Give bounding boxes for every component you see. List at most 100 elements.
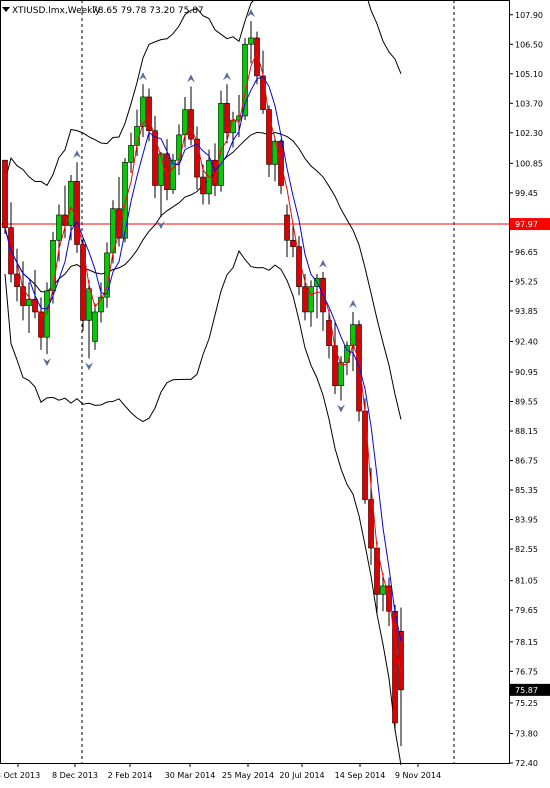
- candle: [182, 96, 188, 148]
- candle: [308, 280, 314, 327]
- candle-body: [248, 37, 254, 45]
- price-tick-label: 103.70: [515, 99, 543, 108]
- fractal-up-arrow: [73, 150, 81, 159]
- candle-body: [86, 288, 92, 321]
- price-tick-label: 105.10: [515, 70, 543, 79]
- candle-body: [218, 102, 224, 186]
- candle-body: [380, 585, 386, 595]
- candle-body: [326, 320, 332, 346]
- candle-body: [56, 214, 62, 241]
- candle-body: [350, 324, 356, 346]
- fractal-up-arrow: [319, 259, 327, 268]
- price-tick-label: 76.75: [515, 667, 538, 676]
- candle-body: [284, 214, 290, 241]
- candle: [272, 139, 278, 182]
- candle: [2, 159, 8, 234]
- candle-body: [254, 37, 260, 77]
- candle: [56, 204, 62, 262]
- time-tick-label: 30 Mar 2014: [165, 771, 216, 780]
- price-tick-label: 72.40: [515, 759, 538, 768]
- candle-body: [98, 296, 104, 313]
- price-tick-label: 86.75: [515, 457, 538, 466]
- candle-body: [92, 311, 98, 342]
- chart-frame: [0, 0, 510, 764]
- chart-ohlc: 78.65 79.78 73.20 75.87: [92, 6, 204, 16]
- candle-body: [68, 180, 74, 226]
- candle: [98, 282, 104, 323]
- candle-body: [188, 109, 194, 140]
- candle-body: [362, 410, 368, 500]
- candle: [26, 282, 32, 334]
- candle: [164, 139, 170, 201]
- price-tick-label: 82.55: [515, 545, 538, 554]
- hline-price-label: 97.97: [510, 218, 550, 231]
- candle: [80, 238, 86, 331]
- candle-body: [338, 362, 344, 387]
- candle-body: [80, 244, 86, 321]
- candle: [134, 109, 140, 156]
- candle: [320, 271, 326, 331]
- candle: [62, 185, 68, 239]
- price-tick-label: 75.25: [515, 699, 538, 708]
- candle-body: [116, 208, 122, 239]
- candle-body: [224, 102, 230, 134]
- candle-body: [158, 153, 164, 186]
- moving-average-slow: [4, 76, 402, 642]
- candle-body: [182, 109, 188, 136]
- candle-body: [290, 239, 296, 247]
- candle-body: [140, 96, 146, 127]
- current-price-bg: [510, 683, 550, 696]
- candle-body: [212, 159, 218, 186]
- candle-body: [344, 345, 350, 363]
- price-tick-label: 99.45: [515, 189, 538, 198]
- candle: [158, 151, 164, 218]
- candle: [86, 280, 92, 359]
- candle-body: [26, 298, 32, 306]
- candle: [116, 177, 122, 247]
- candle: [230, 111, 236, 148]
- candle: [386, 577, 392, 626]
- current-price-text: 75.87: [515, 686, 538, 695]
- candle: [380, 573, 386, 612]
- hline-label-text: 97.97: [515, 220, 538, 229]
- price-tick-label: 89.55: [515, 398, 538, 407]
- candle-body: [200, 176, 206, 195]
- candle: [170, 153, 176, 194]
- candle: [314, 274, 320, 319]
- candle: [350, 311, 356, 371]
- time-tick-label: 2 Feb 2014: [108, 771, 153, 780]
- candle: [140, 84, 146, 138]
- price-tick-label: 100.85: [515, 159, 543, 168]
- candle: [224, 84, 230, 144]
- candle: [398, 607, 404, 747]
- candle: [326, 309, 332, 359]
- candle: [176, 124, 182, 175]
- price-tick-label: 83.95: [515, 516, 538, 525]
- candle: [200, 164, 206, 205]
- candle-body: [164, 153, 170, 190]
- candle-body: [14, 273, 20, 287]
- candle: [128, 132, 134, 173]
- price-tick-label: 88.15: [515, 427, 538, 436]
- fractal-up-arrow: [187, 74, 195, 83]
- fractal-down-arrow: [337, 404, 345, 413]
- candle-body: [176, 134, 182, 161]
- band-lower: [4, 249, 402, 766]
- symbol-dropdown-icon[interactable]: [2, 7, 10, 12]
- candle: [254, 31, 260, 85]
- candle-body: [368, 499, 374, 549]
- time-tick-label: 14 Sep 2014: [335, 771, 386, 780]
- candle-body: [272, 140, 278, 165]
- time-tick-label: 9 Nov 2014: [395, 771, 441, 780]
- current-price-label: 75.87: [510, 683, 550, 696]
- band-upper: [4, 0, 402, 187]
- candle: [152, 115, 158, 199]
- price-tick-label: 92.40: [515, 337, 538, 346]
- candle-body: [260, 75, 266, 110]
- candle: [122, 158, 128, 243]
- candle: [188, 86, 194, 146]
- candle: [212, 143, 218, 197]
- candle-body: [50, 239, 56, 292]
